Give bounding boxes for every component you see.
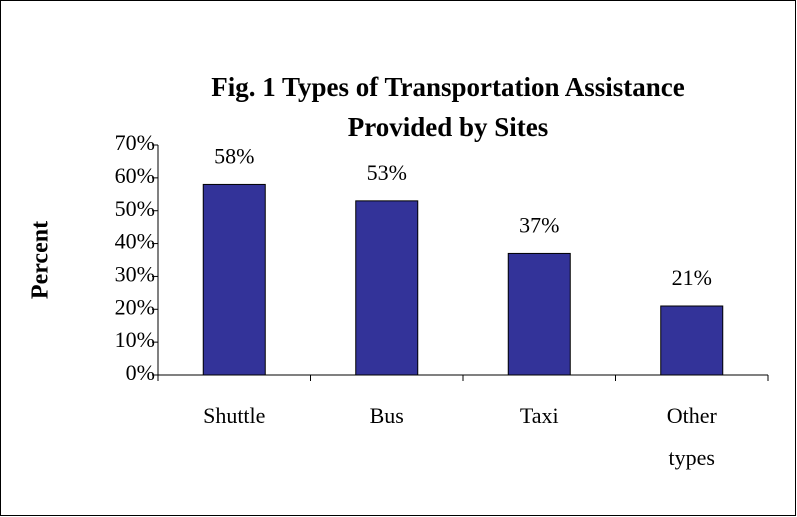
- x-tick-label: Other types: [667, 403, 718, 470]
- bar: [660, 305, 724, 376]
- y-tick-label: 70%: [115, 130, 155, 155]
- data-label: 53%: [367, 160, 407, 185]
- y-tick-label: 30%: [115, 261, 155, 286]
- x-tick-label: Shuttle: [203, 403, 265, 428]
- x-tick-label: Taxi: [520, 403, 559, 428]
- y-tick-label: 20%: [115, 294, 155, 319]
- y-tick-label: 50%: [115, 196, 155, 221]
- data-label: 21%: [672, 265, 712, 290]
- data-label: 37%: [519, 212, 559, 237]
- chart-title: Fig. 1 Types of Transportation Assistanc…: [211, 72, 685, 102]
- y-tick-label: 40%: [115, 229, 155, 254]
- data-label: 58%: [214, 143, 254, 168]
- y-tick-label: 10%: [115, 327, 155, 352]
- bar: [202, 183, 266, 376]
- y-tick-label: 0%: [126, 360, 155, 385]
- y-axis-label: Percent: [28, 221, 54, 299]
- x-tick-label: Bus: [370, 403, 404, 428]
- chart-title: Provided by Sites: [348, 112, 549, 142]
- bar: [355, 200, 419, 376]
- bar: [507, 252, 571, 376]
- y-tick-label: 60%: [115, 163, 155, 188]
